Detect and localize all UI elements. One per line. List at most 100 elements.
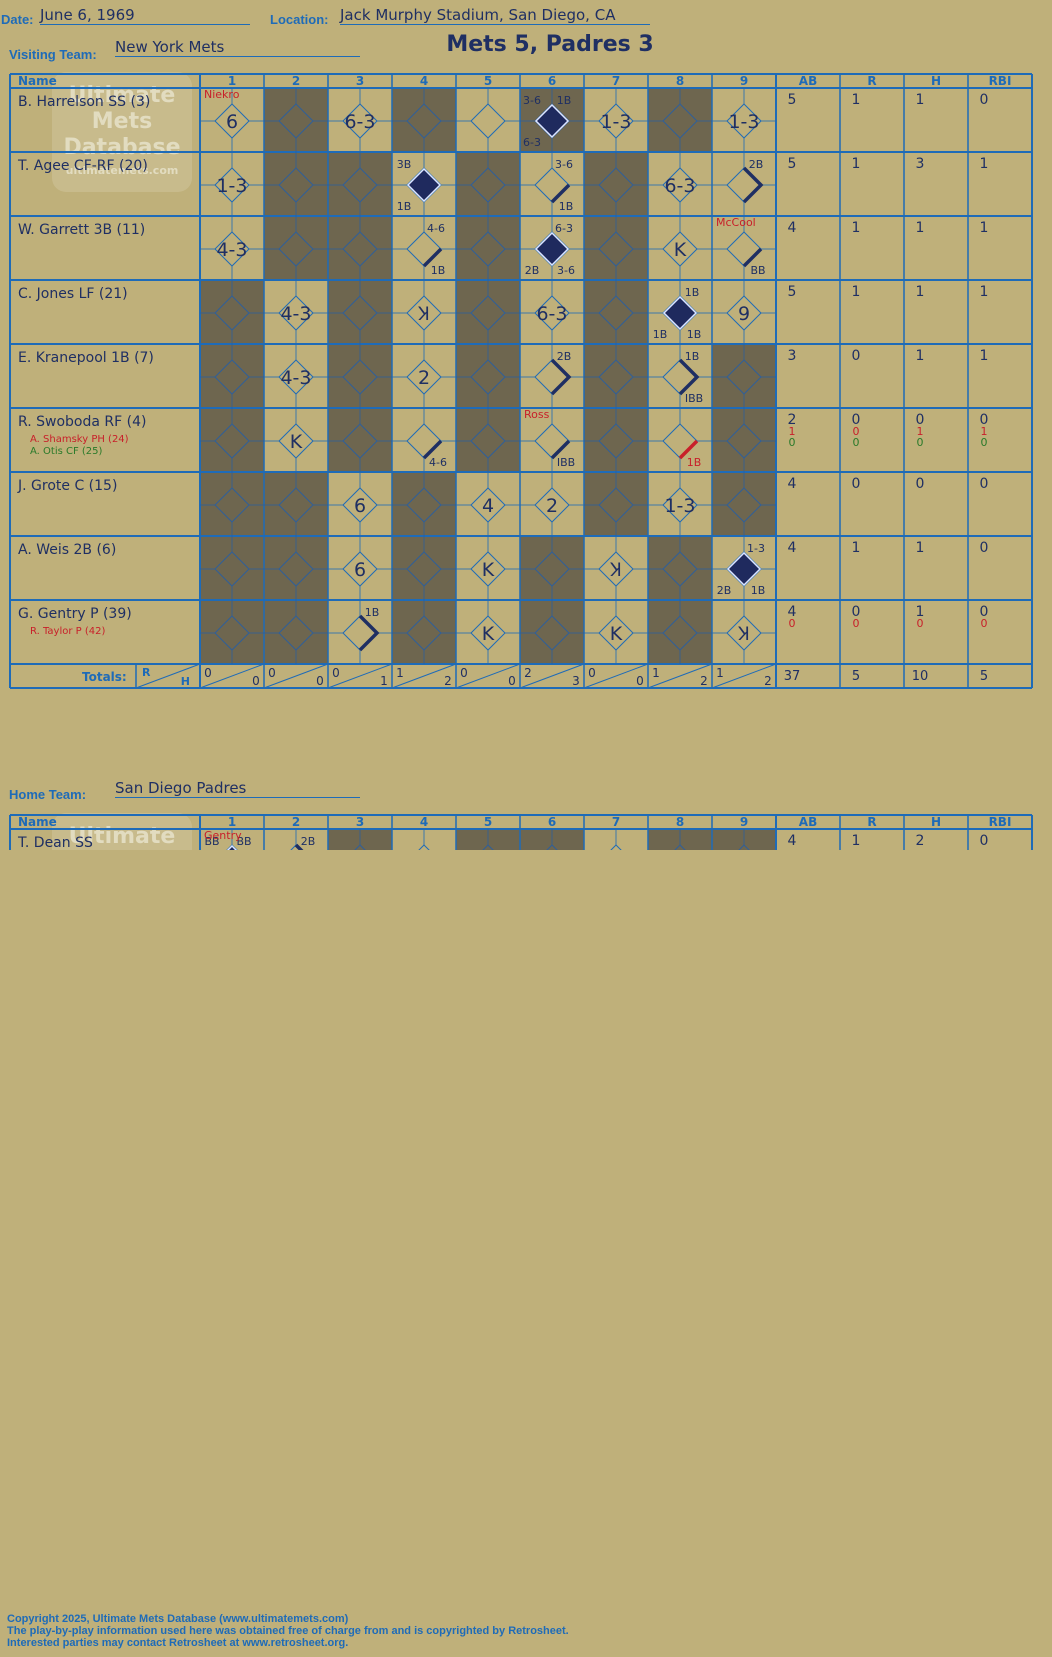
stat-value: 1: [980, 284, 989, 300]
stat-value: 1: [852, 220, 861, 236]
play-note: 2B: [301, 835, 316, 848]
copyright-line: Copyright 2025, Ultimate Mets Database (…: [7, 1613, 349, 1625]
play-result: K: [610, 623, 623, 645]
stat-value: 1: [852, 92, 861, 108]
watermark-badge: [52, 813, 192, 850]
stat-value: 4: [788, 220, 797, 236]
pitching-change-note: McCool: [716, 216, 756, 229]
totals-divider: [583, 663, 649, 689]
stat-value: 4: [788, 604, 797, 620]
stat-value: 1: [916, 92, 925, 108]
player-name: R. Swoboda RF (4): [18, 414, 146, 430]
player-name: T. Dean SS: [17, 835, 93, 850]
basepath-line: [358, 614, 380, 652]
play-note: 1B: [559, 200, 574, 213]
home-scorecard: UltimateMetsDatabaseultimatemets.comName…: [9, 813, 1033, 850]
stat-value: 0: [916, 412, 925, 428]
inning-runs: 0: [588, 666, 596, 680]
stat-header: R: [867, 74, 876, 88]
inning-header: 9: [740, 74, 748, 88]
play-note: 2B: [717, 584, 732, 597]
totals-divider: [519, 663, 585, 689]
scored-run-diamond: [534, 231, 570, 267]
inning-header: 6: [548, 815, 556, 829]
stat-value: 2: [788, 412, 797, 428]
stat-value: 1: [916, 348, 925, 364]
stat-value: 1: [981, 425, 988, 438]
play-result: 4-3: [280, 367, 311, 389]
play-result: 4-3: [280, 303, 311, 325]
stat-value: 0: [980, 540, 989, 556]
play-note: 6-3: [523, 136, 541, 149]
stat-value: 1: [916, 604, 925, 620]
total-stat: 5: [852, 669, 860, 684]
play-result: 6-3: [664, 175, 695, 197]
stat-value: 3: [916, 156, 925, 172]
stat-value: 4: [788, 476, 797, 492]
player-name: C. Jones LF (21): [18, 286, 128, 302]
inning-hits: 0: [636, 674, 644, 688]
play-note: 1B: [685, 286, 700, 299]
stat-value: 1: [980, 156, 989, 172]
play-note: 6-3: [555, 222, 573, 235]
inning-header: 1: [228, 74, 236, 88]
scored-run-diamond: [726, 551, 762, 587]
inning-hits: 3: [572, 674, 580, 688]
play-note: 2B: [525, 264, 540, 277]
total-stat: 10: [912, 669, 929, 684]
inning-hits: 0: [508, 674, 516, 688]
inning-header: 6: [548, 74, 556, 88]
play-note: 1B: [557, 94, 572, 107]
inning-header: 7: [612, 815, 620, 829]
inning-header: 2: [292, 815, 300, 829]
stat-value: 0: [852, 348, 861, 364]
stat-value: 1: [789, 425, 796, 438]
play-result: 9: [738, 303, 750, 325]
totals-divider: [647, 663, 713, 689]
play-note: 1B: [365, 606, 380, 619]
stat-header: H: [931, 815, 941, 829]
stat-value: 1: [852, 833, 861, 849]
play-result: 2: [546, 495, 558, 517]
play-note: BB: [236, 835, 251, 848]
play-result: Ʞ: [738, 623, 750, 645]
play-result: 1-3: [216, 175, 247, 197]
play-note: 1B: [751, 584, 766, 597]
stat-value: 0: [852, 604, 861, 620]
play-note: 3B: [397, 158, 412, 171]
play-note: 1-3: [747, 542, 765, 555]
play-note: 4-6: [429, 456, 447, 469]
inning-header: 7: [612, 74, 620, 88]
stat-value: 5: [788, 92, 797, 108]
stat-value: 0: [852, 412, 861, 428]
scored-run-diamond: [226, 844, 238, 850]
visitors-scorecard: UltimateMetsDatabaseultimatemets.comName…: [9, 72, 1033, 689]
player-name: B. Harrelson SS (3): [18, 94, 150, 110]
inning-runs: 0: [460, 666, 468, 680]
stat-value: 1: [916, 284, 925, 300]
basepath-line: [422, 439, 443, 460]
pitching-change-note: Niekro: [204, 88, 240, 101]
stat-value: 1: [916, 540, 925, 556]
home-team-name: San Diego Padres: [115, 779, 360, 798]
play-result: K: [290, 431, 303, 453]
basepath-line: [742, 247, 763, 268]
play-result: Ʞ: [418, 303, 430, 325]
stat-value: 5: [788, 284, 797, 300]
stat-value: 0: [981, 617, 988, 630]
inning-header: 1: [228, 815, 236, 829]
stat-value: 1: [980, 220, 989, 236]
totals-divider: [199, 663, 265, 689]
scored-run-diamond: [534, 103, 570, 139]
scored-run-diamond: [406, 167, 442, 203]
pitching-change-note: Ross: [524, 408, 550, 421]
totals-divider: [391, 663, 457, 689]
totals-h-label: H: [181, 675, 190, 688]
player-name: T. Agee CF-RF (20): [17, 158, 148, 174]
stat-value: 0: [916, 476, 925, 492]
play-note: 2B: [557, 350, 572, 363]
inning-header: 3: [356, 815, 364, 829]
play-note: 1B: [687, 328, 702, 341]
play-result: 6: [354, 495, 366, 517]
stat-value: 0: [852, 476, 861, 492]
